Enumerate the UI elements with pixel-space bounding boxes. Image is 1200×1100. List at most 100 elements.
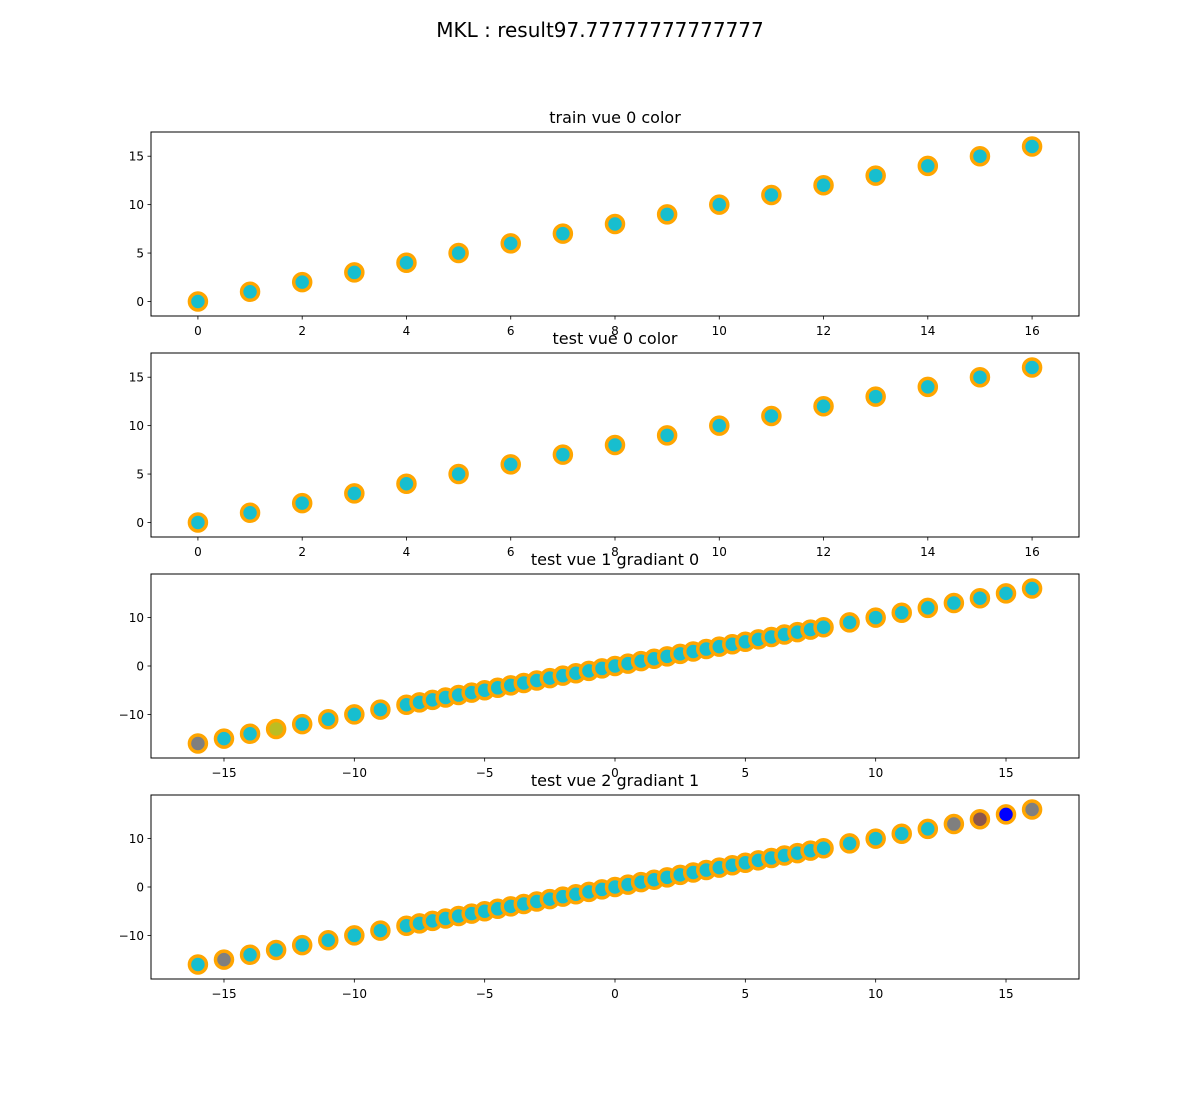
subplot-title: test vue 1 gradiant 0 <box>531 550 699 569</box>
x-tick-label: 8 <box>611 545 619 559</box>
scatter-point <box>813 838 834 859</box>
y-tick-label: 5 <box>136 247 144 261</box>
scatter-point <box>239 281 261 303</box>
x-tick-label: 10 <box>712 545 727 559</box>
scatter-point <box>891 602 912 623</box>
scatter-point <box>187 954 209 975</box>
scatter-point <box>448 242 469 264</box>
x-tick-label: 8 <box>611 324 619 338</box>
x-tick-label: 12 <box>816 324 831 338</box>
scatter-point <box>500 454 521 475</box>
x-tick-label: 6 <box>507 545 515 559</box>
subplot-title: train vue 0 color <box>549 108 681 127</box>
subplot-title: test vue 0 color <box>552 329 677 348</box>
scatter-points <box>187 799 1043 975</box>
scatter-point <box>865 165 886 186</box>
scatter-point <box>291 271 313 293</box>
scatter-point <box>1021 578 1043 599</box>
scatter-point <box>995 583 1017 604</box>
scatter-point <box>265 939 287 961</box>
scatter-point <box>552 444 574 465</box>
scatter-point <box>969 145 991 167</box>
y-tick-label: −10 <box>119 929 144 943</box>
scatter-point <box>761 184 782 206</box>
x-tick-label: 4 <box>403 324 411 338</box>
x-axis-ticks: 0 2 4 6 8 10 12 14 16 <box>194 537 1040 559</box>
y-tick-label: 10 <box>129 419 144 433</box>
x-tick-label: 0 <box>194 324 202 338</box>
x-tick-label: 5 <box>742 987 750 1001</box>
scatter-point <box>865 386 886 407</box>
scatter-point <box>943 813 965 835</box>
scatter-point <box>604 213 626 235</box>
scatter-point <box>865 607 886 628</box>
scatter-point <box>813 617 834 638</box>
scatter-point <box>239 944 261 966</box>
x-axis-ticks: 0 2 4 6 8 10 12 14 16 <box>194 316 1040 338</box>
scatter-point <box>891 823 912 844</box>
subplot-test-vue-0: test vue 0 color 0 2 4 6 8 10 12 14 16 0 5 10 15 <box>129 329 1080 559</box>
axes-frame <box>150 794 1080 980</box>
x-tick-label: 10 <box>712 324 727 338</box>
x-tick-label: −5 <box>476 987 494 1001</box>
axes-frame <box>150 352 1080 538</box>
scatter-point <box>917 597 939 619</box>
scatter-point <box>318 709 339 730</box>
x-tick-label: 6 <box>507 324 515 338</box>
figure-suptitle: MKL : result97.77777777777777 <box>436 18 764 42</box>
x-tick-label: 12 <box>816 545 831 559</box>
y-tick-label: 15 <box>129 371 144 385</box>
x-tick-label: −10 <box>342 766 367 780</box>
scatter-point <box>291 492 313 514</box>
scatter-points <box>187 136 1043 312</box>
scatter-point <box>370 920 391 941</box>
scatter-point <box>995 804 1017 825</box>
x-tick-label: −10 <box>342 987 367 1001</box>
scatter-point <box>761 405 782 427</box>
y-tick-label: 0 <box>136 660 144 674</box>
y-axis-ticks: −10 0 10 <box>119 611 151 722</box>
scatter-point <box>239 502 261 524</box>
scatter-point <box>344 925 365 946</box>
scatter-point <box>318 930 339 951</box>
subplot-title: test vue 2 gradiant 1 <box>531 771 699 790</box>
subplot-train-vue-0: train vue 0 color 0 2 4 6 8 10 12 14 16 0 5 10 15 <box>129 108 1080 338</box>
scatter-point <box>917 818 939 840</box>
x-tick-label: 2 <box>298 324 306 338</box>
scatter-point <box>187 733 209 754</box>
x-tick-label: 5 <box>742 766 750 780</box>
x-tick-label: 0 <box>611 987 619 1001</box>
scatter-point <box>187 291 209 312</box>
y-tick-label: −10 <box>119 708 144 722</box>
scatter-point <box>552 223 574 244</box>
y-tick-label: 0 <box>136 295 144 309</box>
scatter-point <box>813 175 834 196</box>
scatter-point <box>500 233 521 254</box>
x-tick-label: 0 <box>194 545 202 559</box>
scatter-point <box>709 194 730 215</box>
x-tick-label: 4 <box>403 545 411 559</box>
scatter-point <box>917 155 939 177</box>
y-tick-label: 10 <box>129 832 144 846</box>
scatter-point <box>969 808 991 830</box>
scatter-point <box>448 463 469 485</box>
y-axis-ticks: 0 5 10 15 <box>129 371 151 530</box>
x-tick-label: 16 <box>1024 545 1039 559</box>
x-tick-label: −5 <box>476 766 494 780</box>
scatter-point <box>813 396 834 417</box>
scatter-point <box>656 204 678 225</box>
x-tick-label: −15 <box>211 987 236 1001</box>
x-axis-ticks: −15 −10 −5 0 5 10 15 <box>211 758 1014 780</box>
axes-frame <box>150 131 1080 317</box>
scatter-point <box>213 728 235 749</box>
y-tick-label: 5 <box>136 468 144 482</box>
scatter-point <box>656 425 678 446</box>
x-tick-label: 14 <box>920 545 935 559</box>
x-tick-label: 16 <box>1024 324 1039 338</box>
scatter-points <box>187 578 1043 754</box>
scatter-point <box>839 612 860 633</box>
scatter-point <box>604 434 626 456</box>
x-tick-label: 15 <box>998 987 1013 1001</box>
scatter-point <box>396 252 417 273</box>
